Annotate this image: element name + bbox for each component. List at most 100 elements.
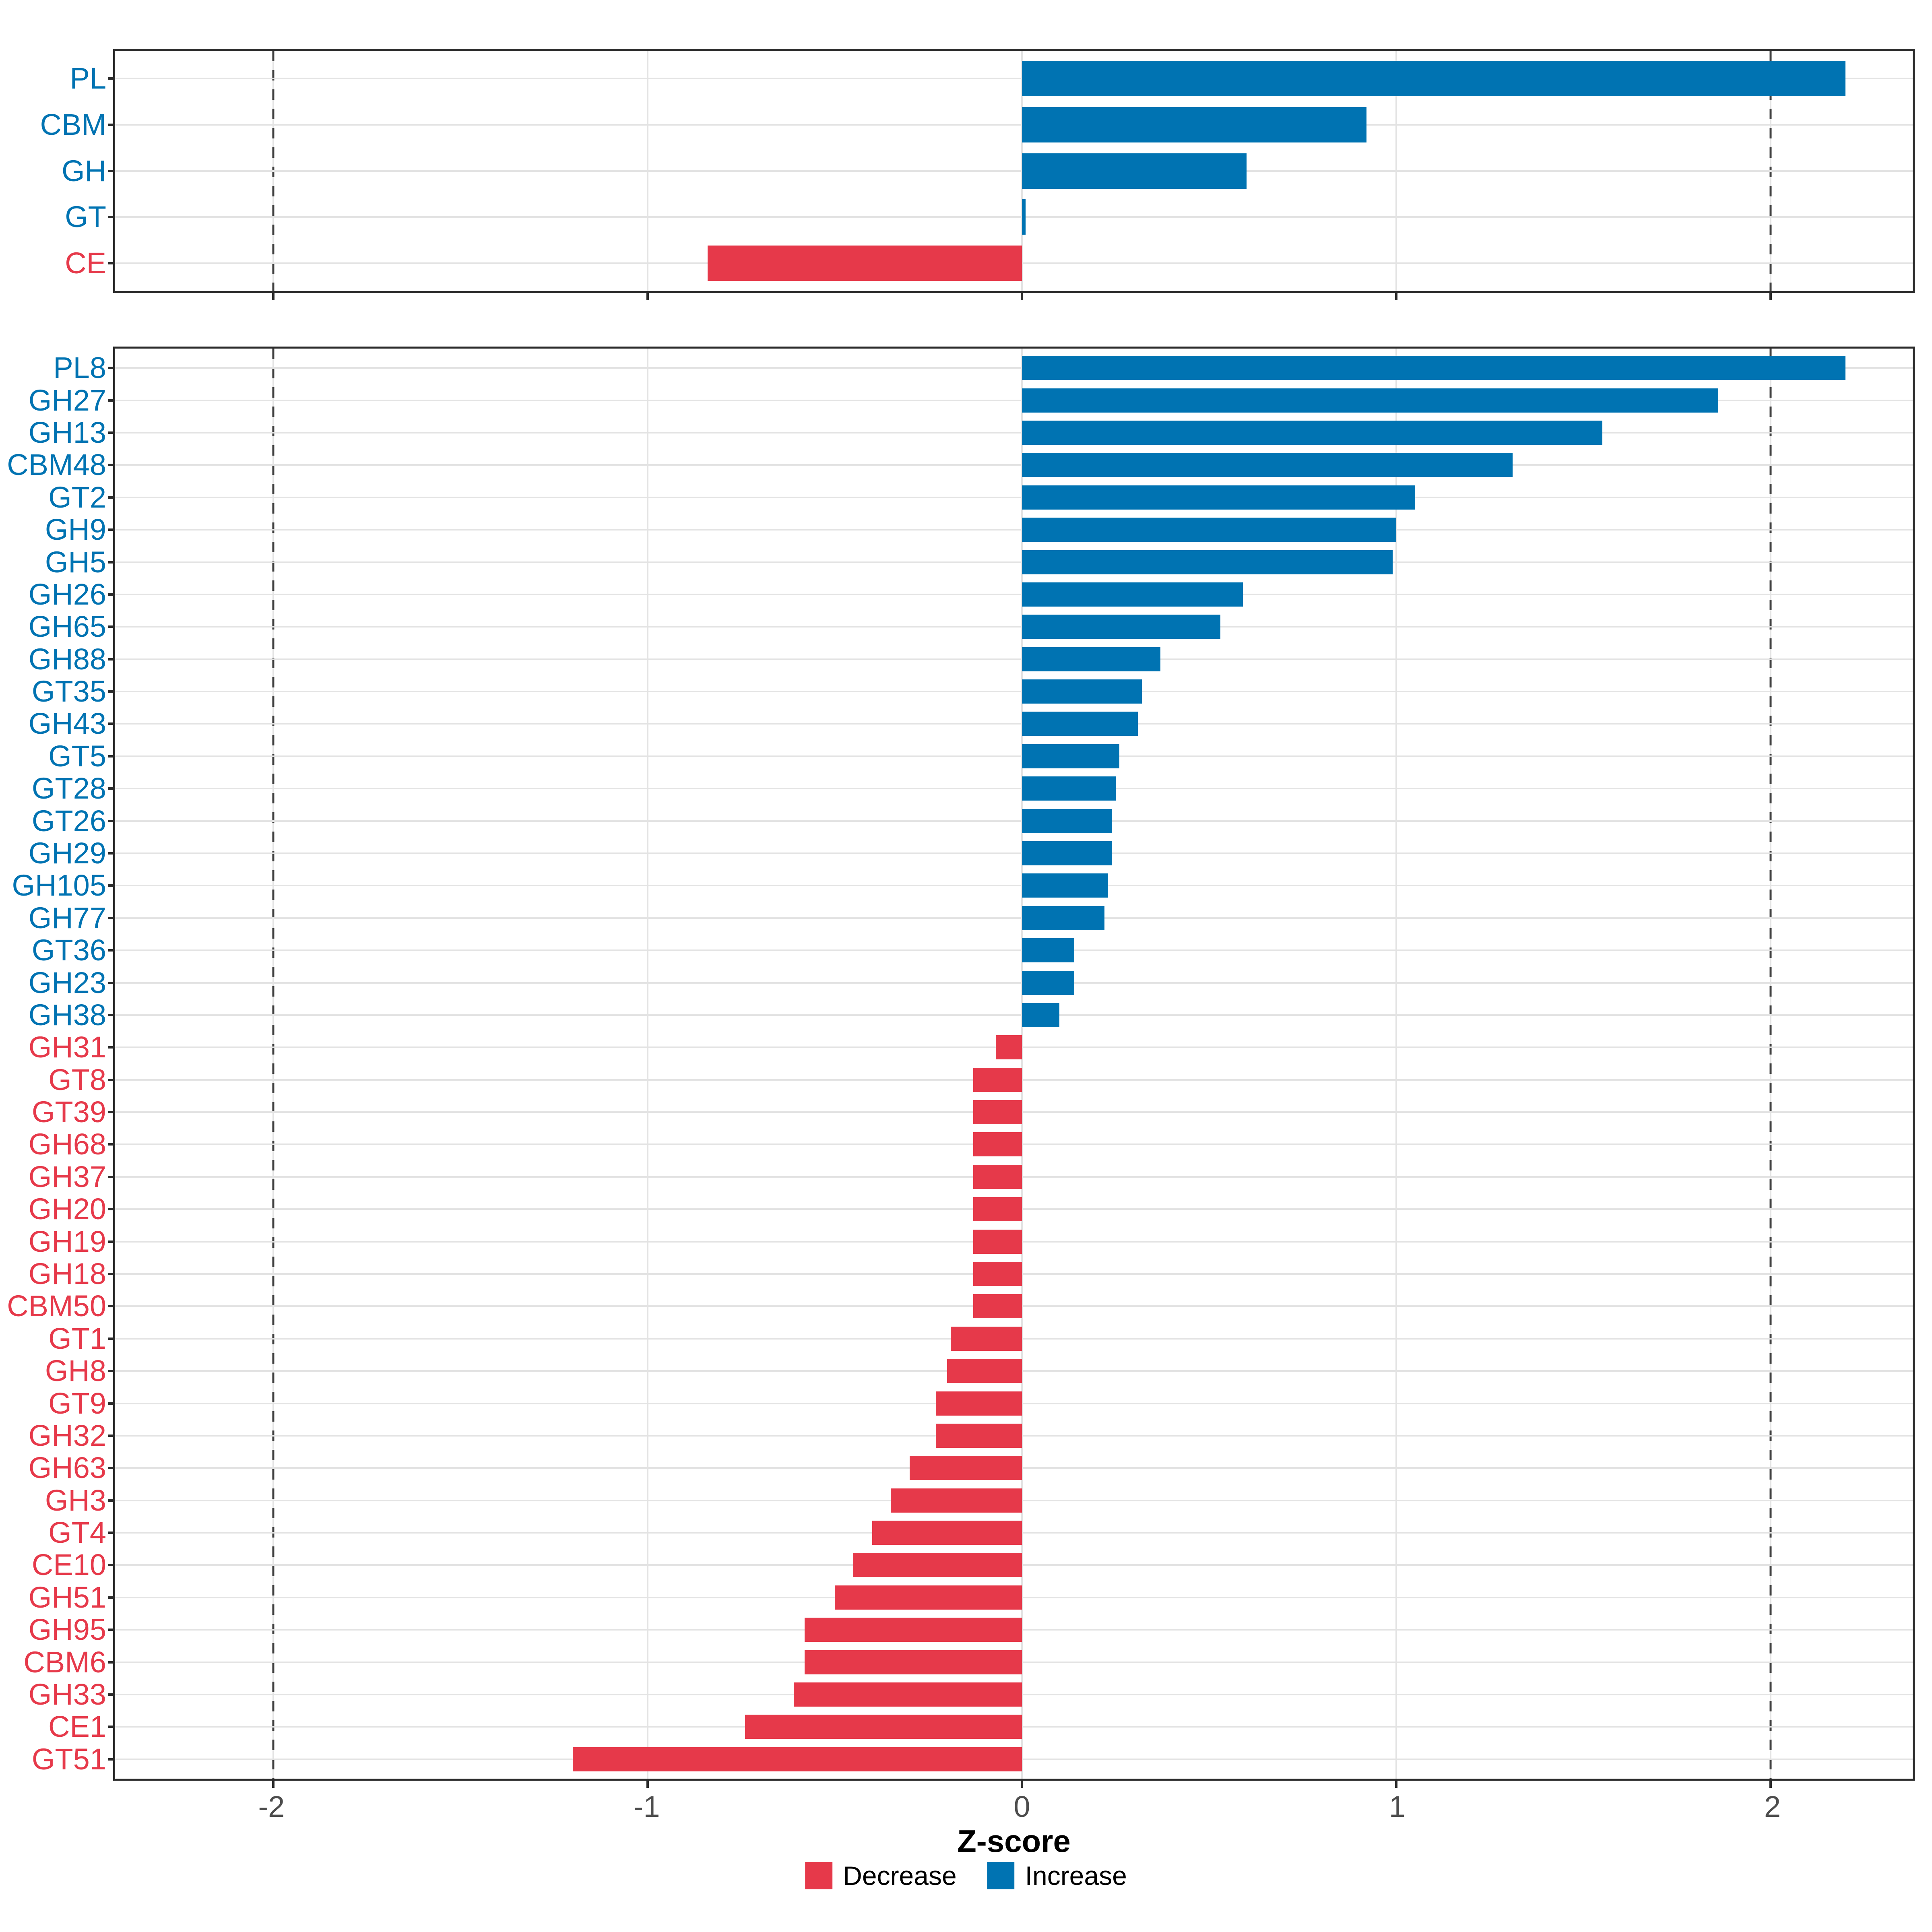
y-axis-label-CBM: CBM [40, 107, 106, 141]
y-gridline [115, 626, 1913, 628]
bar-GH68 [973, 1132, 1022, 1157]
dashed-guide--2 [272, 349, 275, 1779]
legend-item-decrease: Decrease [805, 1861, 957, 1891]
y-axis-tick [108, 169, 115, 172]
y-axis-label-GT28: GT28 [31, 772, 106, 805]
y-axis-tick [108, 1726, 115, 1728]
x-axis-tick [1395, 1781, 1398, 1788]
legend-label-increase: Increase [1025, 1861, 1127, 1891]
y-axis-label-GH32: GH32 [28, 1418, 106, 1452]
bar-CBM [1022, 107, 1366, 142]
y-axis-tick [108, 1013, 115, 1016]
y-axis-tick [108, 367, 115, 369]
y-axis-tick [108, 1596, 115, 1599]
y-axis-label-GT26: GT26 [31, 804, 106, 838]
y-axis-tick [108, 1758, 115, 1761]
y-axis-tick [108, 1532, 115, 1534]
bar-GH5 [1022, 550, 1393, 574]
y-axis-tick [108, 949, 115, 952]
y-axis-tick [108, 1078, 115, 1081]
y-axis-label-GH105: GH105 [12, 869, 106, 902]
x-axis-tick [1395, 293, 1398, 300]
y-axis-tick [108, 1434, 115, 1437]
y-axis-label-GT8: GT8 [48, 1063, 106, 1096]
x-gridline-1 [1395, 349, 1397, 1779]
y-gridline [115, 367, 1913, 369]
y-axis-label-CBM50: CBM50 [7, 1289, 106, 1323]
bar-GH19 [973, 1229, 1022, 1254]
y-axis-tick [108, 722, 115, 725]
increase-swatch-icon [987, 1862, 1015, 1889]
bar-GH13 [1022, 421, 1602, 445]
bar-GH9 [1022, 518, 1397, 542]
y-axis-label-GH95: GH95 [28, 1613, 106, 1647]
decrease-swatch-icon [805, 1862, 833, 1889]
y-axis-label-GH38: GH38 [28, 998, 106, 1032]
y-gridline [115, 917, 1913, 919]
y-gridline [115, 982, 1913, 984]
x-axis-tick [1769, 293, 1772, 300]
y-axis-tick [108, 1175, 115, 1178]
y-axis-tick [108, 1337, 115, 1340]
y-axis-tick [108, 981, 115, 984]
y-axis-tick [108, 123, 115, 126]
y-gridline [115, 561, 1913, 563]
y-axis-tick [108, 1111, 115, 1114]
bar-GH38 [1022, 1003, 1059, 1027]
y-axis-tick [108, 262, 115, 265]
bar-GT [1022, 199, 1026, 235]
legend-label-decrease: Decrease [843, 1861, 957, 1891]
x-axis-tick [1020, 1781, 1023, 1788]
y-axis-tick [108, 916, 115, 919]
y-gridline [115, 723, 1913, 725]
bar-GT51 [572, 1747, 1022, 1771]
y-axis-label-GH3: GH3 [45, 1483, 106, 1517]
y-axis-label-GH27: GH27 [28, 383, 106, 417]
y-axis-label-GT1: GT1 [48, 1321, 106, 1355]
y-gridline [115, 820, 1913, 822]
y-axis-label-GT39: GT39 [31, 1095, 106, 1129]
y-axis-tick [108, 496, 115, 499]
y-axis-label-GH43: GH43 [28, 707, 106, 741]
bar-GH26 [1022, 582, 1243, 607]
bar-GH37 [973, 1164, 1022, 1189]
y-axis-tick [108, 1467, 115, 1470]
y-axis-tick [108, 1046, 115, 1049]
bar-GT4 [872, 1521, 1022, 1545]
x-axis-tick [272, 1781, 275, 1788]
y-axis-tick [108, 1272, 115, 1275]
y-axis-tick [108, 1499, 115, 1502]
y-axis-label-CBM6: CBM6 [23, 1645, 106, 1679]
y-axis-tick [108, 1661, 115, 1664]
bar-GH65 [1022, 615, 1220, 639]
y-axis-tick [108, 464, 115, 466]
x-axis-tick [646, 293, 649, 300]
bar-GH20 [973, 1197, 1022, 1222]
y-axis-tick [108, 399, 115, 402]
y-axis-label-GH63: GH63 [28, 1451, 106, 1485]
y-axis-label-CE1: CE1 [48, 1710, 106, 1744]
y-axis-tick [108, 625, 115, 628]
y-axis-tick [108, 593, 115, 596]
y-axis-tick [108, 1402, 115, 1405]
y-axis-label-GH13: GH13 [28, 416, 106, 449]
y-axis-label-GH65: GH65 [28, 610, 106, 644]
bar-CE1 [745, 1715, 1022, 1739]
bar-GH32 [936, 1423, 1022, 1448]
y-axis-tick [108, 561, 115, 564]
bar-GT8 [973, 1067, 1022, 1092]
y-gridline [115, 496, 1913, 498]
y-gridline [115, 691, 1913, 693]
y-gridline [115, 77, 1913, 79]
bar-GH43 [1022, 712, 1138, 736]
y-axis-tick [108, 1305, 115, 1308]
y-gridline [115, 216, 1913, 218]
y-axis-label-GT35: GT35 [31, 675, 106, 708]
y-axis-label-CE10: CE10 [31, 1548, 106, 1582]
y-axis-label-GT2: GT2 [48, 480, 106, 514]
y-axis-label-CE: CE [65, 246, 106, 280]
x-tick-label--1: -1 [633, 1790, 660, 1823]
bar-CE10 [853, 1553, 1022, 1577]
y-axis-tick [108, 1143, 115, 1146]
y-gridline [115, 658, 1913, 660]
